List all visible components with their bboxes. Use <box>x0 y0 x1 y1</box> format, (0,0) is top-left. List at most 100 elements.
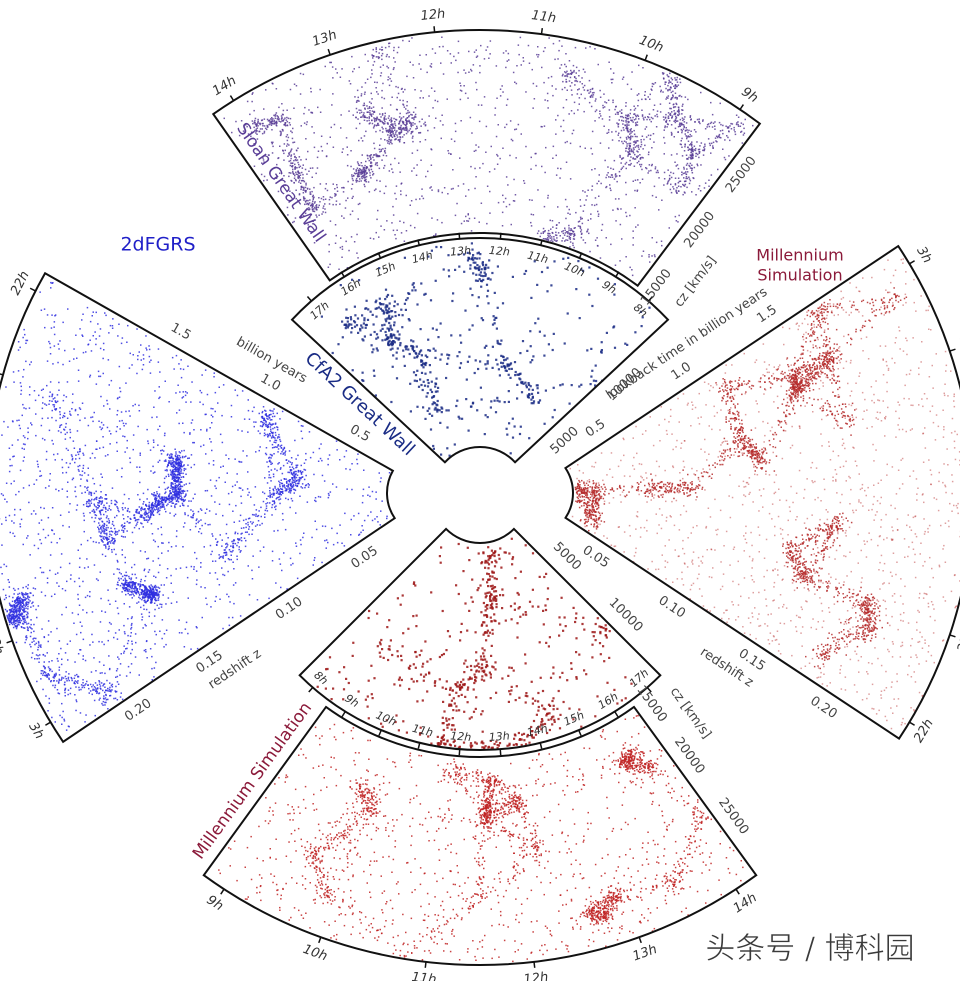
galaxy-point <box>375 87 377 89</box>
galaxy-point <box>272 489 275 492</box>
galaxy-point <box>265 421 267 423</box>
galaxy-point <box>283 452 285 454</box>
galaxy-point <box>381 46 383 48</box>
galaxy-point <box>591 153 594 155</box>
galaxy-point <box>47 516 50 519</box>
galaxy-point <box>130 663 133 665</box>
galaxy-point <box>437 336 440 339</box>
galaxy-point <box>193 463 196 466</box>
galaxy-point <box>221 556 224 558</box>
galaxy-point <box>513 425 516 428</box>
galaxy-point <box>174 455 177 458</box>
galaxy-point <box>275 88 278 90</box>
galaxy-point <box>530 402 533 405</box>
galaxy-point <box>659 85 661 88</box>
galaxy-point <box>272 475 275 478</box>
galaxy-point <box>21 414 23 417</box>
galaxy-point <box>699 151 701 153</box>
galaxy-point <box>521 340 525 343</box>
galaxy-point <box>575 211 577 214</box>
galaxy-point <box>388 339 391 342</box>
galaxy-point <box>625 147 628 149</box>
galaxy-point <box>187 464 189 466</box>
galaxy-point <box>16 626 18 628</box>
galaxy-point <box>570 72 573 75</box>
galaxy-point <box>470 405 473 408</box>
galaxy-point <box>454 268 457 271</box>
galaxy-point <box>420 125 422 127</box>
galaxy-point <box>406 128 408 130</box>
galaxy-point <box>674 87 676 89</box>
galaxy-point <box>676 187 678 189</box>
galaxy-point <box>570 228 572 230</box>
galaxy-point <box>621 167 623 169</box>
galaxy-point <box>27 598 30 601</box>
galaxy-point <box>157 348 160 350</box>
galaxy-point <box>568 224 570 227</box>
galaxy-point <box>48 697 50 700</box>
galaxy-point <box>279 172 281 174</box>
galaxy-point <box>168 499 171 501</box>
galaxy-point <box>626 143 628 145</box>
galaxy-point <box>191 419 194 421</box>
galaxy-point <box>294 166 297 168</box>
galaxy-point <box>397 86 399 89</box>
galaxy-point <box>457 52 460 54</box>
galaxy-point <box>297 479 299 481</box>
galaxy-point <box>380 72 383 74</box>
galaxy-point <box>299 182 302 184</box>
galaxy-point <box>291 486 294 489</box>
galaxy-point <box>518 53 520 56</box>
galaxy-point <box>65 396 68 398</box>
galaxy-point <box>398 139 400 141</box>
galaxy-point <box>577 225 580 227</box>
galaxy-point <box>214 410 216 413</box>
galaxy-point <box>687 135 689 137</box>
galaxy-point <box>633 105 635 107</box>
galaxy-point <box>671 83 673 85</box>
galaxy-point <box>674 79 677 81</box>
galaxy-point <box>320 315 323 318</box>
galaxy-point <box>272 410 274 412</box>
galaxy-point <box>3 420 5 423</box>
galaxy-point <box>375 188 377 190</box>
galaxy-point <box>11 608 13 610</box>
galaxy-point <box>568 402 571 405</box>
galaxy-point <box>302 179 305 182</box>
galaxy-point <box>564 141 567 144</box>
galaxy-point <box>360 176 363 178</box>
galaxy-point <box>252 137 255 140</box>
galaxy-point <box>82 452 84 455</box>
galaxy-point <box>400 129 403 131</box>
galaxy-point <box>128 589 131 591</box>
galaxy-point <box>388 56 390 58</box>
galaxy-point <box>424 121 426 124</box>
galaxy-point <box>284 450 287 452</box>
galaxy-point <box>364 116 367 119</box>
galaxy-point <box>625 114 627 116</box>
galaxy-point <box>690 155 693 158</box>
galaxy-point <box>65 462 68 464</box>
galaxy-point <box>689 154 692 156</box>
galaxy-point <box>353 241 356 243</box>
galaxy-point <box>626 343 629 346</box>
galaxy-point <box>103 532 105 534</box>
galaxy-point <box>564 229 566 231</box>
galaxy-point <box>422 362 425 365</box>
galaxy-point <box>153 505 155 507</box>
galaxy-point <box>242 450 244 452</box>
galaxy-point <box>364 170 367 173</box>
galaxy-point <box>308 431 311 433</box>
galaxy-point <box>413 349 416 353</box>
galaxy-point <box>346 320 349 323</box>
galaxy-point <box>142 492 145 495</box>
galaxy-point <box>489 53 491 55</box>
galaxy-point <box>555 234 558 237</box>
galaxy-point <box>429 388 432 391</box>
galaxy-point <box>151 667 153 670</box>
galaxy-point <box>357 257 359 259</box>
galaxy-point <box>632 147 635 149</box>
galaxy-point <box>719 102 721 105</box>
galaxy-point <box>100 528 102 530</box>
galaxy-point <box>342 191 345 193</box>
